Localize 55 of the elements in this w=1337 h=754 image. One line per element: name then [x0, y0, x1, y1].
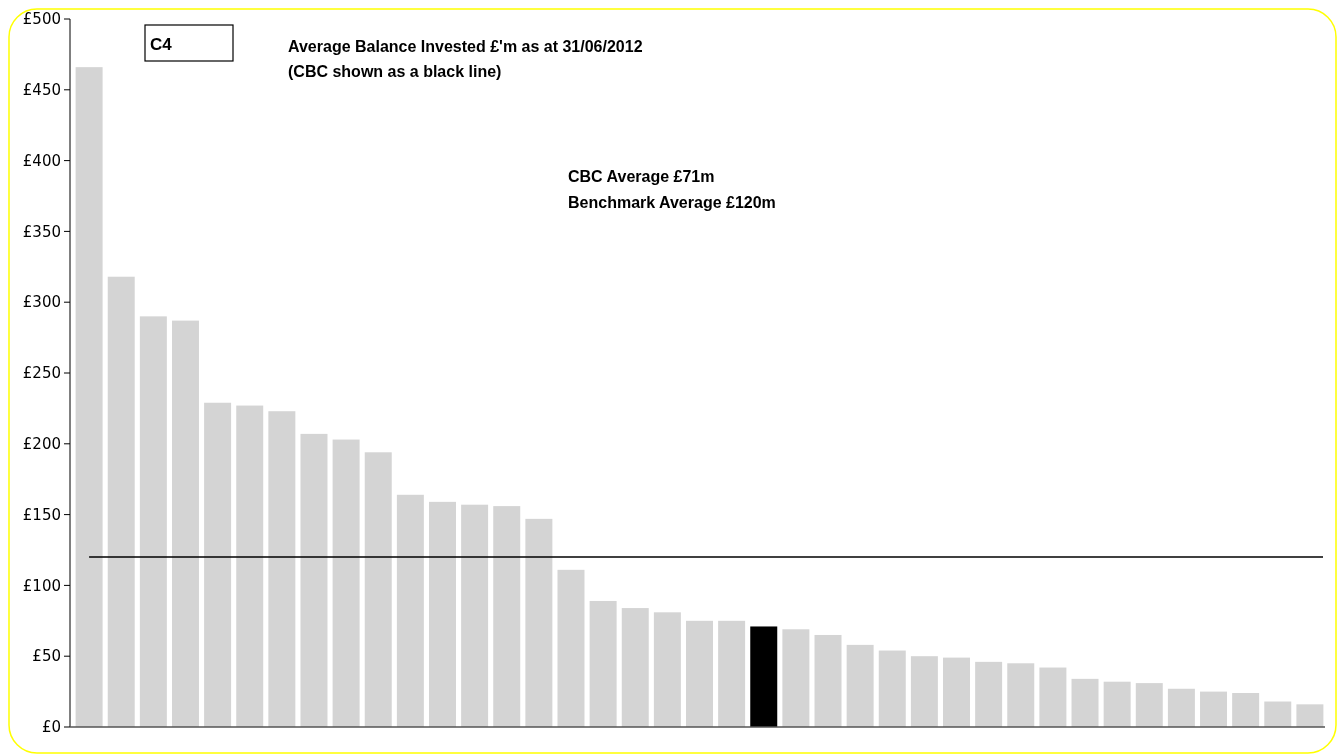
bar [557, 569, 585, 727]
bar [1232, 693, 1260, 727]
bar [910, 656, 938, 727]
y-tick-label: £0 [41, 718, 61, 737]
bar [814, 634, 842, 727]
bar [1167, 688, 1195, 727]
annotation: C4 [150, 35, 173, 54]
bar [943, 657, 970, 727]
y-tick-label: £50 [32, 647, 61, 666]
bar [396, 494, 424, 727]
bar [236, 405, 264, 727]
bar [1039, 667, 1067, 727]
y-tick-label: £100 [22, 576, 61, 595]
bar [975, 661, 1003, 727]
y-tick-label: £500 [22, 10, 61, 29]
bar [204, 402, 232, 727]
bar [718, 620, 746, 727]
bar [364, 452, 392, 727]
bar [493, 506, 521, 727]
bar [107, 276, 135, 727]
bar [461, 504, 489, 727]
bar [1007, 663, 1035, 727]
bar [686, 620, 713, 727]
bar [300, 433, 328, 727]
y-tick-label: £250 [22, 364, 61, 383]
bar [1264, 701, 1292, 727]
y-tick-label: £350 [22, 222, 61, 241]
bar [589, 600, 617, 727]
bar [1071, 678, 1099, 727]
annotation: CBC Average £71m [568, 168, 715, 185]
bar [1135, 683, 1163, 727]
bar [171, 320, 199, 727]
y-tick-label: £150 [22, 505, 61, 524]
bar [782, 629, 810, 727]
bar [1103, 681, 1131, 727]
y-tick-label: £450 [22, 81, 61, 100]
bar [621, 608, 649, 727]
y-tick-label: £200 [22, 435, 61, 454]
bar [750, 626, 778, 727]
bar [653, 612, 681, 727]
bar [1200, 691, 1228, 727]
text: (CBC shown as a black line) [288, 63, 502, 80]
bar [75, 67, 103, 727]
bar [429, 501, 456, 727]
bar [878, 650, 906, 727]
bar [139, 316, 167, 727]
text: Average Balance Invested £'m as at 31/06/2012 [288, 38, 643, 55]
bar [268, 411, 296, 727]
bar [525, 518, 553, 727]
y-tick-label: £400 [22, 151, 61, 170]
annotation: Benchmark Average £120m [568, 194, 776, 211]
y-tick-label: £300 [22, 293, 61, 312]
bar [332, 439, 360, 727]
bar [1296, 704, 1324, 727]
bar [846, 644, 874, 727]
